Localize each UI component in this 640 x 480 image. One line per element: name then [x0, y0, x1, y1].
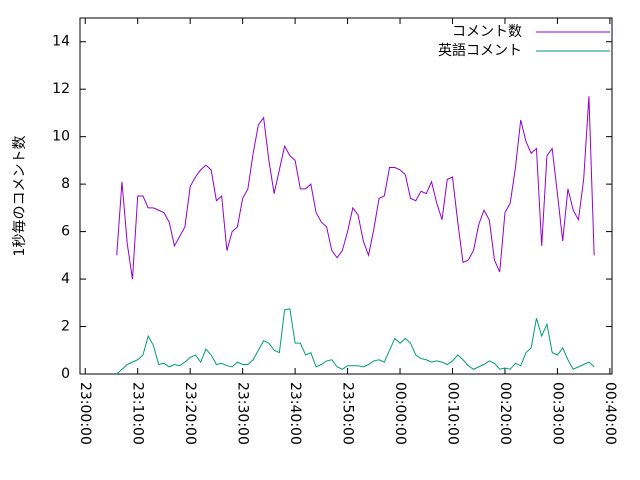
y-tick-label: 0: [61, 366, 70, 382]
x-tick-label: 00:40:00: [602, 382, 618, 445]
legend-label: 英語コメント: [438, 42, 522, 59]
x-tick-label: 00:10:00: [445, 382, 461, 445]
x-tick-label: 23:00:00: [77, 382, 93, 445]
y-tick-label: 8: [61, 176, 70, 192]
x-tick-label: 00:00:00: [392, 382, 408, 445]
x-tick-label: 00:30:00: [549, 382, 565, 445]
x-tick-label: 00:20:00: [497, 382, 513, 445]
y-tick-label: 12: [52, 81, 70, 97]
plot-frame: [79, 17, 613, 375]
series-line: [116, 308, 595, 375]
y-tick-label: 10: [52, 129, 70, 145]
y-tick-label: 14: [52, 34, 70, 50]
x-tick-label: 23:40:00: [287, 382, 303, 445]
y-tick-label: 2: [61, 319, 70, 335]
legend-label: コメント数: [452, 24, 522, 40]
x-tick-label: 23:50:00: [340, 382, 356, 445]
y-tick-label: 6: [61, 224, 70, 240]
x-tick-label: 23:10:00: [130, 382, 146, 445]
x-tick-label: 23:20:00: [182, 382, 198, 445]
y-axis-label: 1秒毎のコメント数: [12, 136, 28, 257]
y-tick-label: 4: [61, 271, 70, 287]
series-line: [116, 96, 595, 280]
x-tick-label: 23:30:00: [235, 382, 251, 445]
